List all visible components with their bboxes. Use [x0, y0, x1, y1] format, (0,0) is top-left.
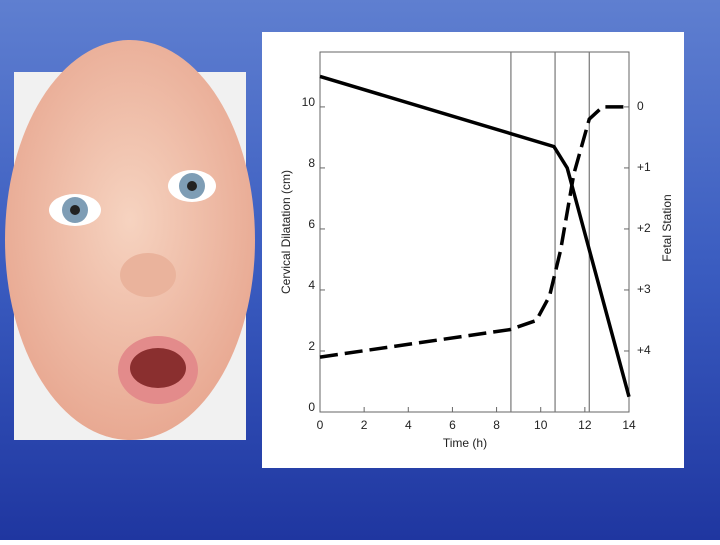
x-tick-label: 4 — [405, 418, 412, 432]
y2-tick-label: +1 — [637, 160, 651, 174]
x-tick-label: 2 — [361, 418, 368, 432]
y2-axis-label: Fetal Station — [660, 194, 674, 261]
x-axis-label: Time (h) — [443, 436, 487, 450]
series-line — [319, 74, 631, 398]
y-tick-label: 2 — [308, 339, 315, 353]
y-tick-label: 10 — [302, 95, 316, 109]
y-tick-label: 4 — [308, 278, 315, 292]
chart-panel — [262, 32, 684, 468]
y2-tick-label: +4 — [637, 343, 651, 357]
plot-frame — [319, 51, 630, 413]
y-axis-label: Cervical Dilatation (cm) — [279, 170, 293, 294]
baby-photo — [5, 40, 255, 440]
y-tick-label: 0 — [308, 400, 315, 414]
x-tick-label: 12 — [578, 418, 592, 432]
x-tick-label: 8 — [493, 418, 500, 432]
y-tick-label: 8 — [308, 156, 315, 170]
y-tick-label: 6 — [308, 217, 315, 231]
x-tick-label: 6 — [449, 418, 456, 432]
x-tick-label: 10 — [534, 418, 548, 432]
y2-tick-label: +3 — [637, 282, 651, 296]
x-tick-label: 0 — [317, 418, 324, 432]
x-tick-label: 14 — [622, 418, 636, 432]
series-line — [319, 105, 629, 359]
y2-tick-label: +2 — [637, 221, 651, 235]
y2-tick-label: 0 — [637, 99, 644, 113]
